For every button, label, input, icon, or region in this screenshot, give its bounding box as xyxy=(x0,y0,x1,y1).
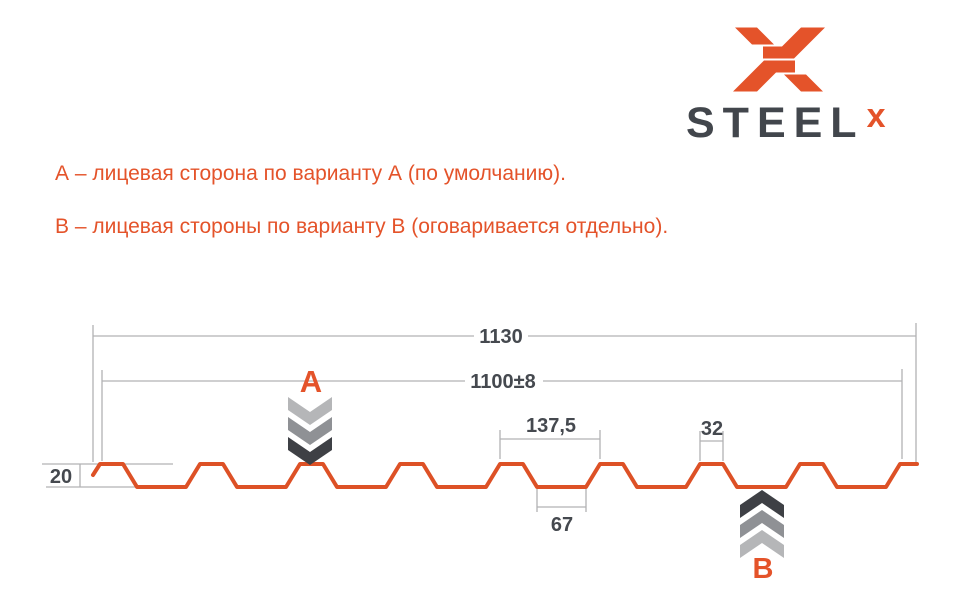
logo-arm-top-left xyxy=(735,27,774,45)
logo-stroke-lower xyxy=(733,60,795,92)
dim-crest-label: 32 xyxy=(701,418,723,440)
dim-overall-label: 1130 xyxy=(479,326,522,348)
note-variant-b: В – лицевая стороны по варианту В (огова… xyxy=(55,215,669,238)
chevron-down-3 xyxy=(288,437,332,465)
marker-variant-a: A xyxy=(288,364,332,465)
chevrons-up-icon xyxy=(740,490,784,558)
chevron-down-2 xyxy=(288,417,332,445)
sheet-profile-outline xyxy=(91,462,919,489)
chevron-up-2 xyxy=(740,510,784,538)
brand-sup-x: x xyxy=(866,97,886,135)
marker-a-label: A xyxy=(300,364,322,399)
brand-name: STEEL xyxy=(686,99,865,147)
dim-working-width: 1100±8 xyxy=(101,369,903,461)
dim-overall-width: 1130 xyxy=(92,323,917,462)
chevron-down-1 xyxy=(288,397,332,425)
dim-profile-height: 20 xyxy=(42,463,177,488)
marker-b-label: B xyxy=(753,553,774,585)
steelx-logo-icon xyxy=(733,27,825,92)
dim-working-label: 1100±8 xyxy=(470,371,536,393)
chevron-up-1 xyxy=(740,490,784,518)
dim-valley-width: 67 xyxy=(536,489,587,536)
dim-pitch-label: 137,5 xyxy=(526,415,576,437)
chevron-up-3 xyxy=(740,530,784,558)
dim-crest-width: 32 xyxy=(699,418,724,461)
dim-valley-label: 67 xyxy=(551,514,573,536)
brand-wordmark: STEELx xyxy=(686,97,886,147)
dim-rib-pitch: 137,5 xyxy=(499,415,601,459)
logo-stroke-upper xyxy=(763,27,825,59)
dim-height-label: 20 xyxy=(50,466,72,488)
marker-variant-b: B xyxy=(740,490,784,585)
note-variant-a: А – лицевая сторона по варианту А (по ум… xyxy=(55,162,566,185)
chevrons-down-icon xyxy=(288,397,332,465)
logo-arm-bottom-right xyxy=(784,74,823,92)
